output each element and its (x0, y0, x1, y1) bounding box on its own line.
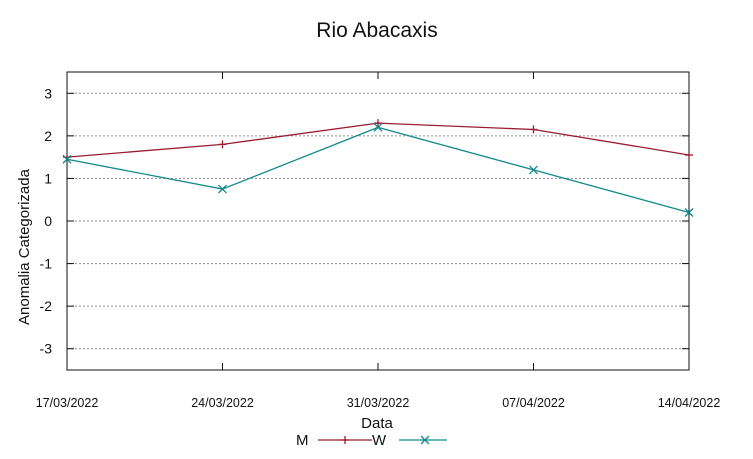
point-marker-diag2 (62, 154, 72, 164)
data-point-w-3 (529, 165, 538, 175)
legend-label-m: M (296, 432, 309, 449)
data-point-m-4 (685, 151, 693, 160)
legend-marker-w (420, 435, 430, 445)
y-axis-label: Anomalia Categorizada (16, 168, 33, 325)
grid-layer (67, 92, 689, 350)
plot-frame (66, 71, 690, 371)
y-tick-label: 0 (44, 213, 52, 229)
x-tick-label: 17/03/2022 (36, 396, 99, 410)
legend-label-w: W (372, 432, 387, 449)
legend-marker-diag2 (420, 435, 430, 445)
y-tick-label: 3 (44, 85, 52, 101)
chart-title: Rio Abacaxis (316, 19, 437, 42)
y-tick-label: -3 (40, 341, 53, 357)
series-layer (62, 119, 694, 217)
y-tick-label: -1 (40, 256, 53, 272)
data-point-w-1 (218, 184, 227, 194)
data-point-w-4 (684, 208, 694, 217)
point-marker-diag2 (373, 122, 383, 132)
data-point-m-2 (374, 119, 382, 128)
x-tick-label: 31/03/2022 (347, 396, 410, 410)
legend-marker-m (341, 436, 349, 444)
tick-layer: 3 2 1 0 -1 -2 -3 17/03/2022 24/03/2022 31/03/2022… (36, 85, 721, 410)
y-tick-label: 2 (44, 128, 52, 144)
x-tick-label: 07/04/2022 (502, 396, 565, 410)
axis-layer (66, 71, 690, 371)
x-tick-label: 14/04/2022 (658, 396, 721, 410)
y-tick-label: -2 (40, 298, 53, 314)
data-point-w-0 (62, 154, 72, 164)
x-tick-label: 24/03/2022 (191, 396, 254, 410)
point-marker-diag2 (684, 208, 694, 217)
data-point-m-3 (529, 125, 538, 134)
point-marker-diag2 (529, 165, 538, 175)
data-point-m-1 (218, 140, 227, 149)
x-axis-label: Data (361, 415, 393, 432)
y-tick-label: 1 (44, 170, 52, 186)
point-marker-diag2 (218, 184, 227, 194)
data-point-w-2 (373, 122, 383, 132)
